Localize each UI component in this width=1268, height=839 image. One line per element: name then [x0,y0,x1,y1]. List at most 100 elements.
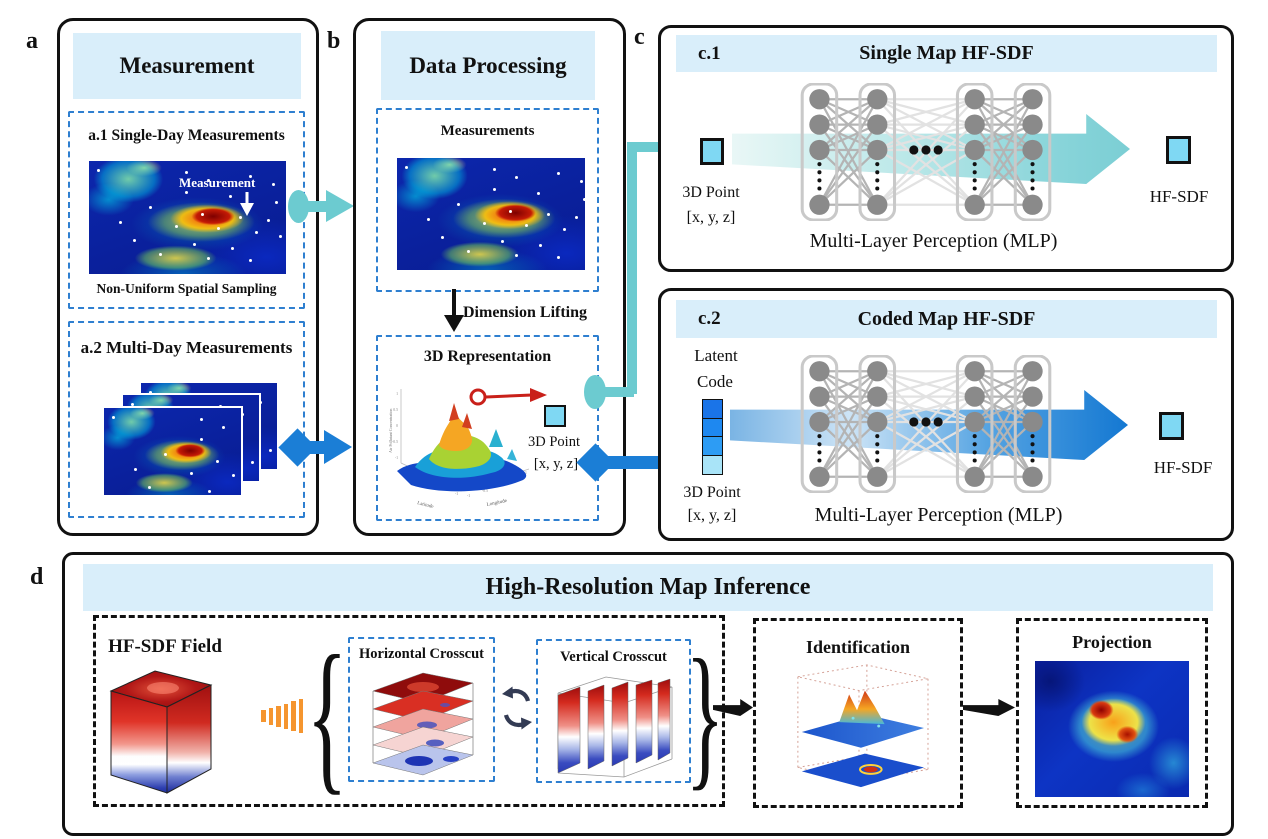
x-tick: -1 [467,494,470,498]
panel-c2-tag: c.2 [698,308,721,329]
panel-b: Data Processing Measurements Dimension L… [353,18,626,536]
sampling-dots [97,169,100,172]
sampling-dots [149,391,152,394]
teal-branch-seg-bottom [600,387,634,397]
blue-connector-stem [300,441,326,454]
plot-zlabel: Air Pollutant Concentration [388,409,393,453]
point-square-icon [544,405,566,427]
panel-c1: c.1 Single Map HF-SDF 3D Point [x, y, z]… [658,25,1234,272]
identification-box: Identification [753,618,963,808]
c1-input-label-2: [x, y, z] [686,209,736,226]
z-tick: -0.5 [392,440,398,444]
measurement-annotation: Measurement [179,175,256,190]
panel-a-title: Measurement [119,53,255,78]
vertical-crosscut-title: Vertical Crosscut [560,649,667,665]
teal-branch-node [584,375,606,409]
panel-c1-title: Single Map HF-SDF [859,42,1034,64]
cycle-arrows-icon [502,686,532,730]
panel-c2-title: Coded Map HF-SDF [857,307,1036,330]
z-tick: 1 [396,392,398,396]
field-label: HF-SDF Field [108,636,222,657]
sampling-dots [112,416,115,419]
latent-code-cell [702,436,723,456]
c2-output-square-icon [1159,412,1184,440]
plot-ylabel: Latitude [417,501,435,509]
d-arrow-2 [963,699,1015,716]
representation-box: 3D Representation Air Pollutant Concentr… [376,335,599,521]
panel-d: High-Resolution Map Inference HF-SDF Fie… [62,552,1234,836]
c1-mlp-caption: Multi-Layer Perception (MLP) [809,230,1058,252]
single-day-heatmap: Measurement [89,161,286,274]
teal-connector-node [288,190,309,223]
projection-heatmap [1035,661,1189,797]
teal-connector-stem [300,201,328,212]
hfsdf-cube [109,670,213,794]
panel-a1-caption: Non-Uniform Spatial Sampling [96,281,277,297]
panel-b-title: Data Processing [409,52,567,78]
measurements-heatmap [397,158,585,270]
latent-code-stack [702,399,723,475]
panel-c1-banner: c.1 Single Map HF-SDF [676,35,1217,72]
panel-d-title: High-Resolution Map Inference [485,574,811,600]
panel-a: Measurement a.1 Single-Day Measurements … [57,18,319,536]
multi-day-heatmap-front [104,408,241,495]
surface-plot: Air Pollutant Concentration 1 0.5 0 -0.5… [388,389,530,509]
point-label-1: 3D Point [528,434,580,450]
point-label-2: [x, y, z] [533,456,579,472]
panel-a1-title: a.1 Single-Day Measurements [88,127,285,144]
panel-a2-box: a.2 Multi-Day Measurements [68,321,305,518]
horizontal-crosscut-box: Horizontal Crosscut [348,637,495,782]
panel-a1-box: a.1 Single-Day Measurements Measurement … [68,111,305,309]
dimension-lifting-label: Dimension Lifting [463,304,588,321]
expansion-bars-icon [261,697,311,735]
panel-d-tag: d [30,564,44,590]
measurement-pointer-icon [240,192,254,216]
measurements-title: Measurements [440,123,535,139]
projection-title: Projection [1072,632,1152,652]
x-tick: -0.5 [482,489,488,493]
latent-label-2: Code [697,372,733,391]
latent-code-cell [702,417,723,438]
z-tick: -1 [395,456,398,460]
c2-mlp-caption: Multi-Layer Perception (MLP) [814,504,1063,526]
panel-a-banner: Measurement [73,33,301,99]
panel-b-banner: Data Processing [381,31,595,100]
blue-connector-arrowhead-icon [324,430,352,464]
measurements-box: Measurements [376,108,599,292]
panel-c1-tag: c.1 [698,42,721,64]
projection-box: Projection [1016,618,1208,808]
c1-input-label-1: 3D Point [682,184,740,201]
c1-output-square-icon [1166,136,1191,164]
point-marker-arrow-icon [469,388,547,406]
blue-branch-stem [600,456,660,469]
plot-xlabel: Longitude [486,499,508,508]
c2-input-label-2: [x, y, z] [687,507,737,524]
sampling-dots [405,166,408,169]
c2-input-label-1: 3D Point [683,484,741,501]
c2-output-label: HF-SDF [1153,458,1213,477]
panel-a-tag: a [26,28,38,54]
z-tick: 0.5 [393,408,398,412]
panel-c2-banner: c.2 Coded Map HF-SDF [676,300,1217,338]
panel-c-tag: c [634,24,645,50]
right-brace: } [685,625,725,804]
latent-label-1: Latent [694,346,738,365]
panel-d-banner: High-Resolution Map Inference [83,564,1213,611]
horizontal-crosscut-title: Horizontal Crosscut [359,646,484,662]
z-tick: 0 [396,424,398,428]
latent-code-cell [702,399,723,419]
teal-branch-seg-vertical [627,142,637,394]
vertical-crosscut-box: Vertical Crosscut [536,639,691,783]
identification-plot [797,664,929,788]
horizontal-slices [372,672,474,776]
mlp-diagram [800,83,1052,221]
c1-output-label: HF-SDF [1149,187,1209,206]
panel-a2-title: a.2 Multi-Day Measurements [80,338,293,357]
teal-connector-arrowhead-icon [326,190,354,222]
panel-c2: c.2 Coded Map HF-SDF Latent Code 3D Poin… [658,288,1234,541]
identification-title: Identification [805,637,910,657]
y-tick: -1 [455,492,458,496]
panel-b-tag: b [327,28,341,54]
teal-branch-seg-top [633,142,665,152]
